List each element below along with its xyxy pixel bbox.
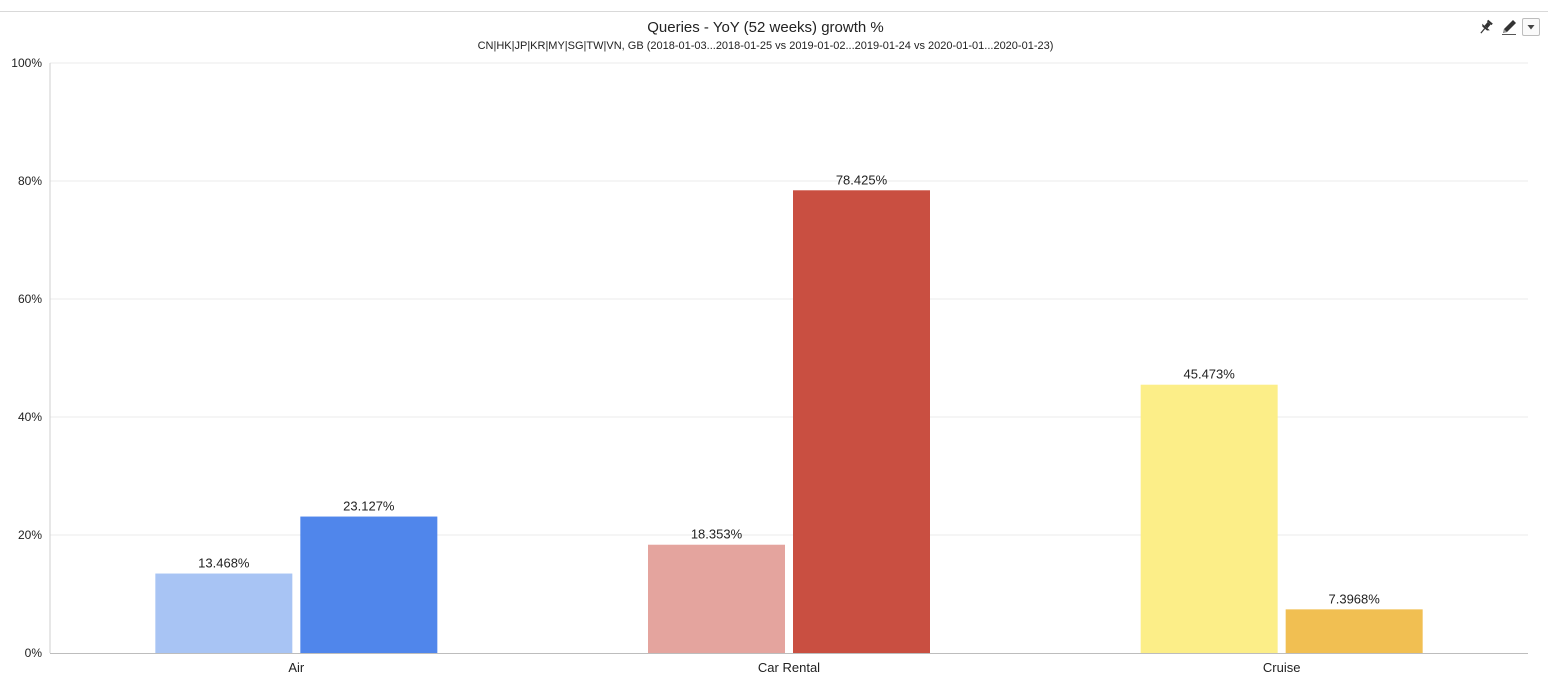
data-label: 7.3968% — [1329, 591, 1381, 606]
edit-button[interactable] — [1499, 17, 1518, 37]
data-label: 13.468% — [198, 556, 250, 571]
chart-subtitle: CN|HK|JP|KR|MY|SG|TW|VN, GB (2018-01-03.… — [477, 40, 1054, 52]
data-label: 23.127% — [343, 499, 395, 514]
top-divider — [0, 11, 1548, 12]
bar-air-2[interactable] — [300, 516, 438, 653]
data-label: 45.473% — [1184, 367, 1236, 382]
bar-cruise-2[interactable] — [1285, 609, 1423, 653]
pin-button[interactable] — [1476, 17, 1495, 37]
bar-car-rental-1[interactable] — [648, 544, 785, 653]
y-tick-label: 100% — [11, 56, 42, 70]
data-label: 18.353% — [691, 527, 743, 542]
x-axis-ticks: Air Car Rental Cruise — [288, 660, 1300, 675]
dropdown-arrow-icon — [1527, 25, 1535, 30]
y-tick-label: 0% — [25, 646, 43, 660]
data-labels: 13.468% 23.127% 18.353% 78.425% 45.473% 7.396… — [198, 172, 1380, 606]
bar-cruise-1[interactable] — [1140, 384, 1278, 653]
y-tick-label: 80% — [18, 174, 42, 188]
y-tick-label: 60% — [18, 292, 42, 306]
bar-air-1[interactable] — [155, 573, 293, 653]
x-tick-label: Cruise — [1263, 660, 1301, 675]
y-tick-label: 40% — [18, 410, 42, 424]
x-tick-label: Car Rental — [758, 660, 820, 675]
data-label: 78.425% — [836, 172, 888, 187]
grid-lines — [49, 62, 1528, 653]
chart-toolbar — [1476, 16, 1544, 38]
y-tick-label: 20% — [18, 528, 42, 542]
y-axis-ticks: 0% 20% 40% 60% 80% 100% — [11, 56, 42, 660]
chart-title: Queries - YoY (52 weeks) growth % — [647, 19, 884, 36]
x-tick-label: Air — [288, 660, 305, 675]
chart-menu-button[interactable] — [1522, 18, 1540, 36]
pin-icon — [1479, 19, 1493, 34]
bars — [155, 190, 1423, 654]
pencil-icon — [1501, 20, 1516, 35]
bar-car-rental-2[interactable] — [793, 190, 930, 654]
